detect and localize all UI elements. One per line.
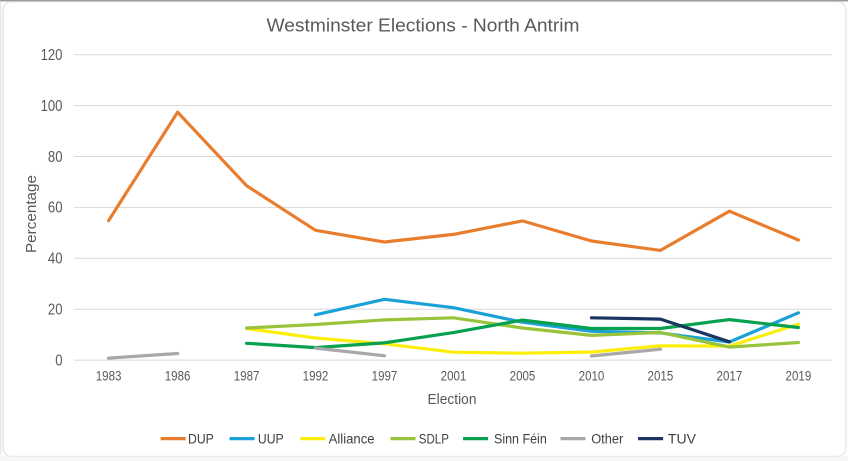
svg-text:UUP: UUP <box>258 432 284 447</box>
svg-text:Election: Election <box>428 392 477 408</box>
svg-text:SDLP: SDLP <box>419 432 449 447</box>
svg-text:DUP: DUP <box>188 432 214 447</box>
svg-text:Westminster Elections - North: Westminster Elections - North Antrim <box>267 16 580 36</box>
svg-text:1983: 1983 <box>96 369 122 384</box>
svg-text:TUV: TUV <box>668 432 696 447</box>
svg-text:2015: 2015 <box>648 369 674 384</box>
svg-text:Percentage: Percentage <box>24 175 40 253</box>
svg-text:1992: 1992 <box>303 369 329 384</box>
svg-text:1997: 1997 <box>372 369 398 384</box>
svg-text:60: 60 <box>48 200 63 217</box>
svg-text:2005: 2005 <box>510 369 536 384</box>
svg-text:Other: Other <box>591 432 624 447</box>
svg-text:Alliance: Alliance <box>329 432 375 447</box>
svg-text:100: 100 <box>41 98 63 115</box>
svg-text:1986: 1986 <box>165 369 191 384</box>
svg-text:120: 120 <box>41 47 63 64</box>
svg-text:2001: 2001 <box>441 369 467 384</box>
svg-text:2010: 2010 <box>579 369 605 384</box>
svg-text:Sinn Féin: Sinn Féin <box>494 432 547 447</box>
svg-text:2017: 2017 <box>717 369 743 384</box>
svg-text:80: 80 <box>48 149 63 166</box>
svg-text:40: 40 <box>48 251 63 268</box>
svg-text:1987: 1987 <box>234 369 260 384</box>
svg-text:20: 20 <box>48 302 63 319</box>
svg-text:0: 0 <box>55 352 63 369</box>
svg-text:2019: 2019 <box>786 369 812 384</box>
